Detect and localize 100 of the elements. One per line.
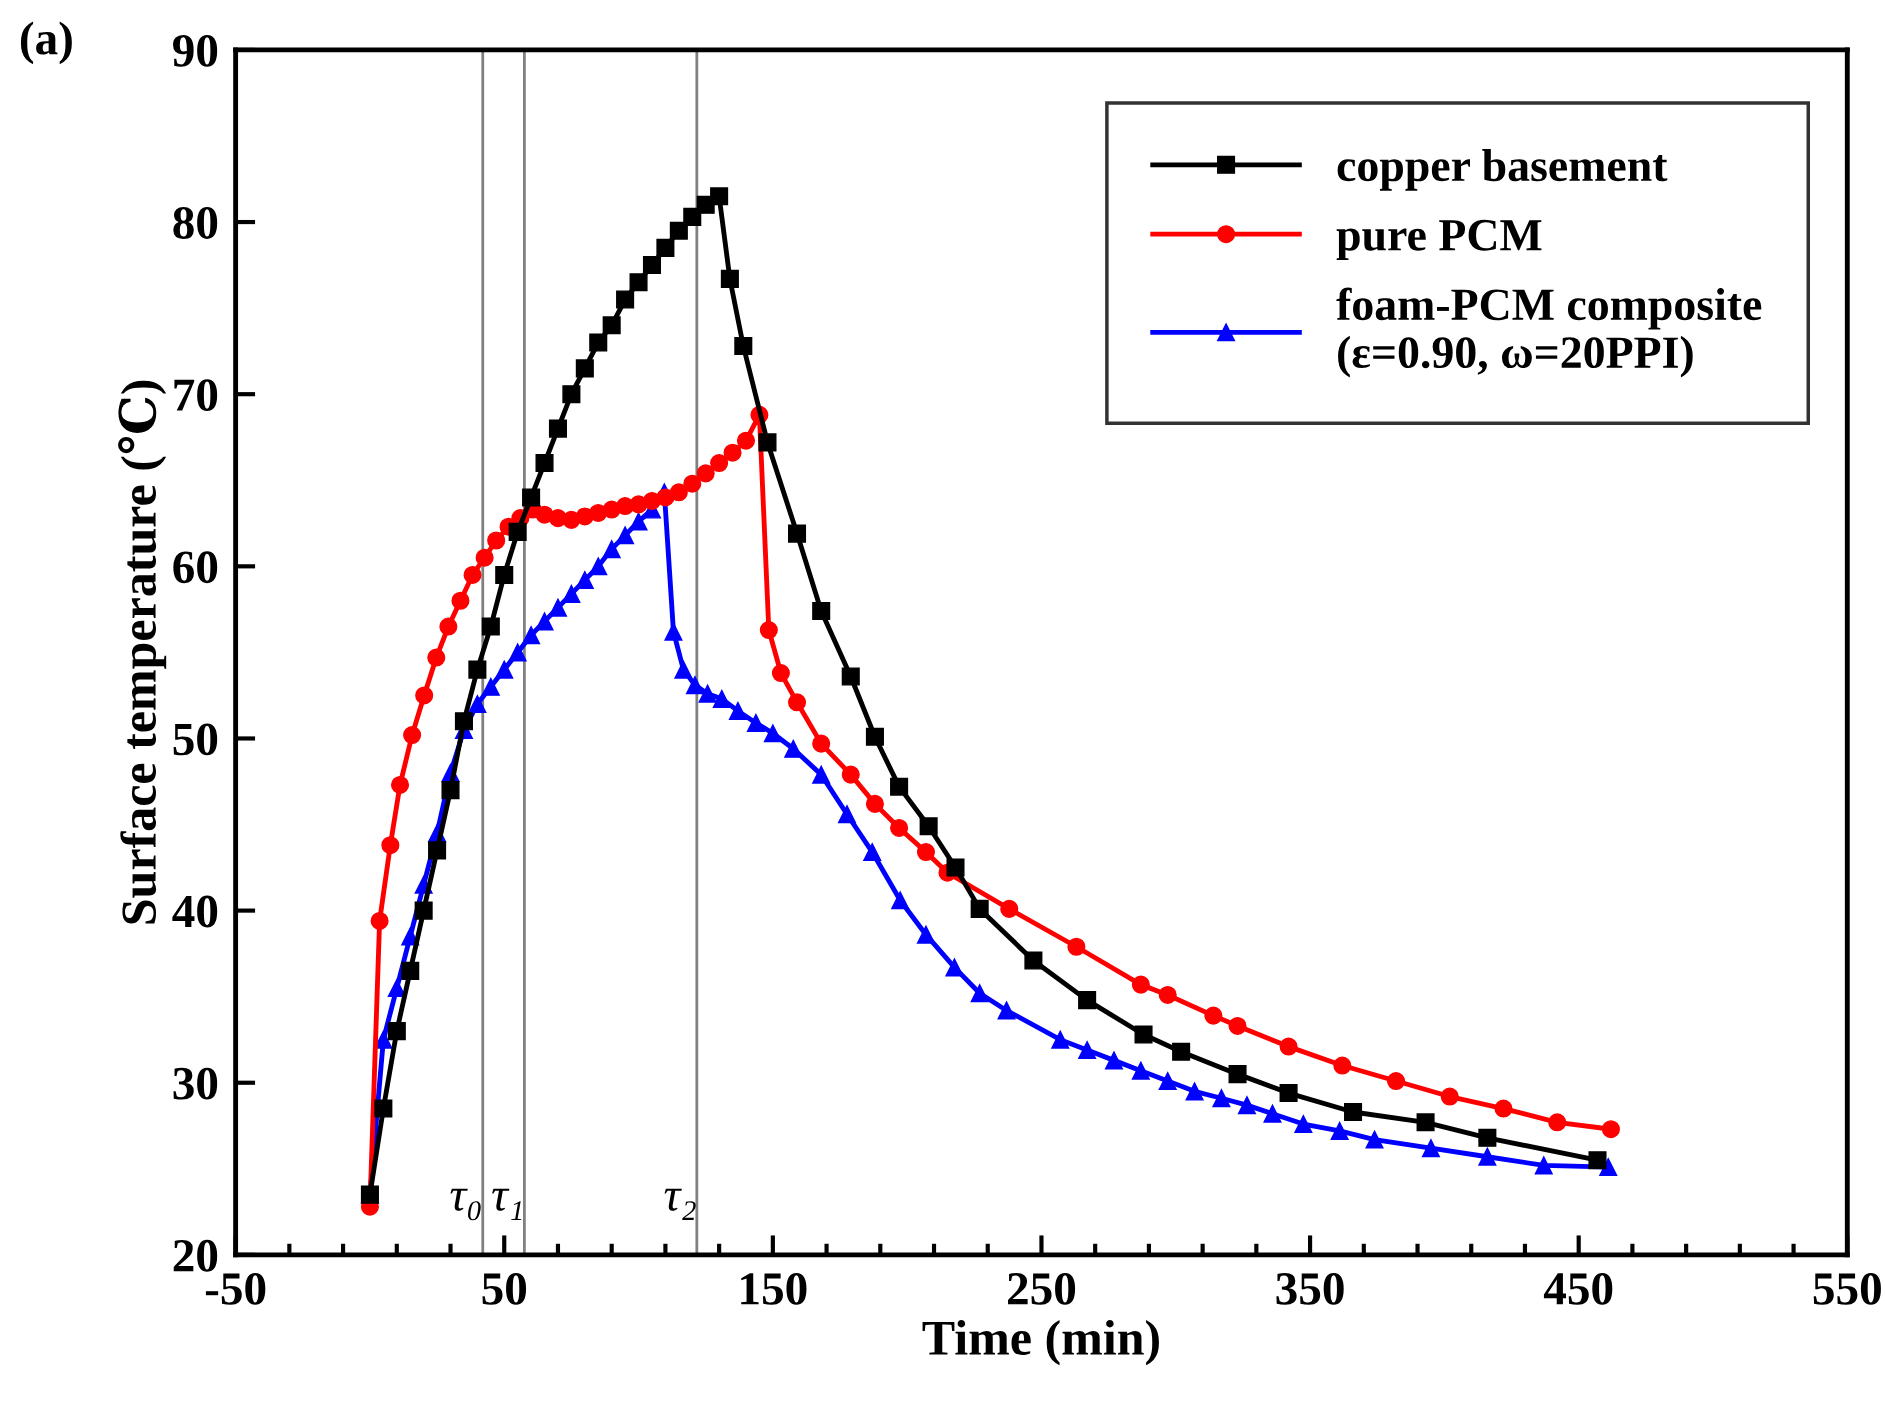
- point: [696, 464, 715, 483]
- point: [997, 1001, 1016, 1020]
- point: [710, 454, 729, 473]
- point: [370, 911, 389, 930]
- point: [522, 626, 541, 645]
- point: [575, 571, 594, 590]
- point: [890, 777, 909, 796]
- point: [642, 256, 662, 275]
- legend-label: pure PCM: [1336, 219, 1542, 260]
- point: [562, 385, 581, 404]
- y-axis-title: Surface temperature (℃): [118, 380, 167, 924]
- point: [1588, 1151, 1607, 1170]
- point: [736, 431, 756, 450]
- point: [970, 899, 989, 918]
- point: [1158, 1071, 1177, 1091]
- point: [720, 269, 739, 288]
- point: [1263, 1104, 1282, 1123]
- point: [746, 713, 765, 733]
- point: [1494, 1099, 1513, 1118]
- point: [1067, 937, 1086, 956]
- point: [548, 419, 567, 438]
- point: [758, 433, 777, 452]
- y-tick-label: 90: [173, 34, 218, 67]
- point: [387, 1022, 406, 1041]
- point: [916, 843, 935, 862]
- point: [945, 958, 964, 977]
- point: [970, 984, 989, 1003]
- point: [837, 805, 857, 824]
- point: [468, 695, 487, 714]
- point: [763, 724, 782, 743]
- point: [1421, 1139, 1440, 1158]
- point: [522, 488, 541, 507]
- point: [1131, 1061, 1150, 1080]
- point: [589, 557, 608, 576]
- point: [475, 548, 494, 567]
- ref-line-label: τ₁: [492, 1188, 522, 1220]
- point: [728, 701, 747, 720]
- y-tick-label: 50: [173, 723, 218, 756]
- point: [656, 238, 675, 257]
- point: [787, 524, 807, 543]
- y-tick-label: 80: [173, 207, 218, 239]
- legend-label: foam-PCM composite (ε=0.90, ω=20PPI): [1336, 287, 1762, 378]
- point: [414, 901, 433, 920]
- point: [441, 781, 460, 800]
- point: [841, 765, 860, 784]
- point: [1294, 1115, 1313, 1134]
- point: [771, 664, 790, 683]
- y-tick-label: 20: [173, 1239, 218, 1272]
- point: [487, 531, 506, 550]
- point: [481, 677, 500, 696]
- point: [698, 684, 717, 703]
- point: [812, 734, 831, 753]
- point: [734, 336, 753, 356]
- point: [616, 526, 635, 545]
- point: [463, 565, 482, 584]
- point: [946, 858, 965, 877]
- point: [451, 591, 470, 610]
- point: [495, 660, 514, 679]
- point: [1134, 1025, 1153, 1044]
- point: [1344, 1102, 1363, 1122]
- point: [1548, 1113, 1567, 1132]
- y-tick-label: 30: [173, 1067, 218, 1100]
- point: [723, 443, 742, 462]
- x-tick-label: -50: [205, 1272, 266, 1305]
- point: [1228, 1016, 1247, 1035]
- point: [1478, 1128, 1497, 1147]
- point: [812, 602, 831, 621]
- point: [1212, 1089, 1231, 1108]
- point: [1237, 1096, 1256, 1115]
- point: [1440, 1087, 1459, 1106]
- x-tick-label: 550: [1813, 1272, 1881, 1305]
- point: [439, 617, 458, 636]
- point: [381, 836, 400, 855]
- point: [589, 333, 608, 352]
- point: [710, 187, 729, 206]
- point: [812, 765, 831, 784]
- y-tick-label: 40: [172, 895, 218, 928]
- point: [616, 290, 635, 309]
- point: [1330, 1121, 1349, 1140]
- point: [535, 612, 554, 631]
- point: [669, 221, 688, 240]
- point: [1078, 991, 1097, 1010]
- point: [562, 584, 581, 603]
- point: [1078, 1041, 1097, 1060]
- y-tick-label: 60: [173, 551, 218, 584]
- point: [1051, 1030, 1070, 1049]
- point: [891, 891, 910, 910]
- legend-label: copper basement: [1337, 149, 1668, 191]
- point: [890, 818, 909, 838]
- point: [1204, 1006, 1223, 1025]
- point: [428, 841, 447, 860]
- point: [1386, 1071, 1406, 1091]
- point: [535, 454, 554, 473]
- point: [685, 676, 704, 695]
- point: [602, 540, 621, 559]
- point: [1279, 1037, 1298, 1056]
- point: [787, 693, 807, 712]
- point: [916, 925, 935, 944]
- point: [1333, 1056, 1352, 1075]
- point: [415, 686, 434, 705]
